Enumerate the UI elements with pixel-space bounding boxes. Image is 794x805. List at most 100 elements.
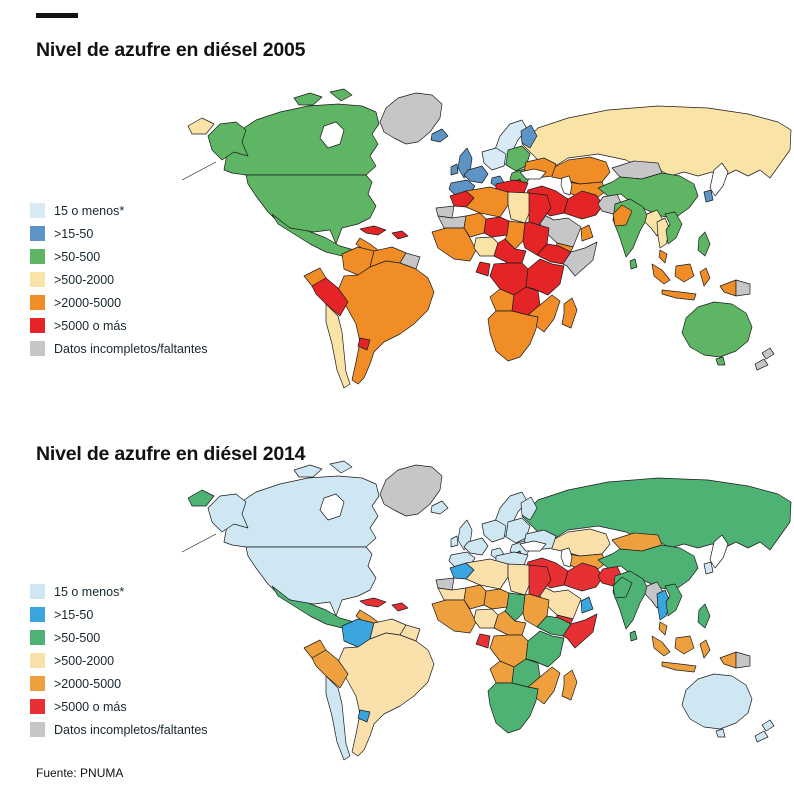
region-aleutian-islands: [181, 533, 217, 553]
region-papua-west: [719, 279, 737, 297]
region-china: [597, 172, 699, 219]
region-uruguay: [357, 709, 371, 723]
region-philippines: [697, 231, 711, 257]
region-java: [661, 289, 697, 301]
legend-swatch-c5: [30, 295, 45, 310]
region-greenland: [379, 92, 443, 145]
legend-label: >5000 o más: [54, 318, 127, 333]
source-credit: Fuente: PNUMA: [36, 766, 124, 780]
region-finland: [520, 124, 538, 149]
legend-label: >15-50: [54, 607, 94, 622]
legend-label: >50-500: [54, 249, 101, 264]
region-black-sea: [519, 540, 547, 552]
legend-swatch-c3: [30, 630, 45, 645]
legend-swatch-c4: [30, 272, 45, 287]
legend-label: >5000 o más: [54, 699, 127, 714]
legend-item-c5: >2000-5000: [30, 295, 215, 310]
legend-swatch-c1: [30, 584, 45, 599]
world-map-2014: [181, 460, 792, 761]
region-hudson-bay: [319, 121, 345, 149]
region-arctic-island-east: [329, 460, 353, 474]
region-gabon: [475, 633, 491, 649]
region-vietnam-laos: [664, 583, 683, 617]
region-ireland: [450, 163, 459, 176]
legend-item-c4: >500-2000: [30, 272, 215, 287]
region-cameroon-car: [493, 610, 527, 636]
region-new-zealand-north: [761, 719, 775, 732]
region-china: [597, 544, 699, 591]
region-new-zealand-south: [754, 358, 769, 371]
region-papua-east: [735, 651, 751, 669]
region-nigeria: [473, 236, 499, 257]
region-sulawesi: [699, 639, 711, 659]
region-caspian-sea: [560, 175, 573, 196]
region-oman: [580, 224, 594, 242]
legend-item-c2: >15-50: [30, 607, 215, 622]
region-arctic-island-east: [329, 88, 353, 102]
region-nigeria: [473, 608, 499, 629]
title-tick-bar: [36, 13, 78, 18]
region-malaysia: [658, 249, 668, 264]
region-new-zealand-south: [754, 730, 769, 743]
region-papua-east: [735, 279, 751, 297]
region-canada: [223, 475, 380, 548]
legend-label: Datos incompletos/faltantes: [54, 722, 208, 737]
region-alaska: [207, 121, 249, 161]
world-map-2005: [181, 88, 792, 389]
region-black-sea: [519, 168, 547, 180]
legend-swatch-c3: [30, 249, 45, 264]
legend-2005: 15 o menos* >15-50 >50-500 >500-2000 >2000-5…: [30, 203, 215, 364]
region-brazil-southern-cone: [337, 260, 435, 385]
region-mauritania: [437, 587, 467, 601]
legend-label: >2000-5000: [54, 295, 122, 310]
legend-item-c7: Datos incompletos/faltantes: [30, 341, 215, 356]
region-new-zealand-north: [761, 347, 775, 360]
region-sumatra: [651, 263, 671, 285]
region-pakistan: [612, 204, 633, 227]
legend-item-c1: 15 o menos*: [30, 203, 215, 218]
legend-item-c7: Datos incompletos/faltantes: [30, 722, 215, 737]
region-peru: [311, 649, 349, 689]
region-ireland: [450, 535, 459, 548]
region-madagascar: [561, 669, 578, 701]
region-hudson-bay: [319, 493, 345, 521]
region-libya: [507, 563, 532, 596]
legend-swatch-c4: [30, 653, 45, 668]
region-chile: [325, 303, 351, 389]
region-sri-lanka: [629, 630, 638, 642]
region-japan: [709, 534, 729, 569]
region-papua-west: [719, 651, 737, 669]
region-borneo: [674, 635, 695, 655]
legend-label: 15 o menos*: [54, 203, 125, 218]
region-alaska: [207, 493, 249, 533]
region-central-europe: [481, 519, 507, 543]
region-iran: [563, 190, 604, 220]
legend-swatch-c1: [30, 203, 45, 218]
legend-label: Datos incompletos/faltantes: [54, 341, 208, 356]
region-australia: [681, 301, 753, 358]
region-russia: [521, 477, 792, 551]
region-iceland: [430, 128, 449, 143]
legend-item-c1: 15 o menos*: [30, 584, 215, 599]
region-somalia: [562, 613, 598, 649]
region-iceland: [430, 500, 449, 515]
map-title-2014: Nivel de azufre en diésel 2014: [36, 443, 306, 466]
legend-swatch-c7: [30, 722, 45, 737]
region-france: [463, 165, 489, 184]
legend-item-c4: >500-2000: [30, 653, 215, 668]
region-sri-lanka: [629, 258, 638, 270]
region-algeria: [465, 186, 509, 218]
legend-label: >500-2000: [54, 653, 115, 668]
region-india: [612, 198, 649, 258]
legend-swatch-c2: [30, 226, 45, 241]
legend-swatch-c5: [30, 676, 45, 691]
region-gabon: [475, 261, 491, 277]
region-tasmania: [715, 728, 726, 738]
legend-label: >2000-5000: [54, 676, 122, 691]
region-cuba: [359, 225, 387, 236]
region-brazil-southern-cone: [337, 632, 435, 757]
region-russia: [521, 105, 792, 179]
region-caspian-sea: [560, 547, 573, 568]
region-mauritania: [437, 215, 467, 229]
region-libya: [507, 191, 532, 224]
